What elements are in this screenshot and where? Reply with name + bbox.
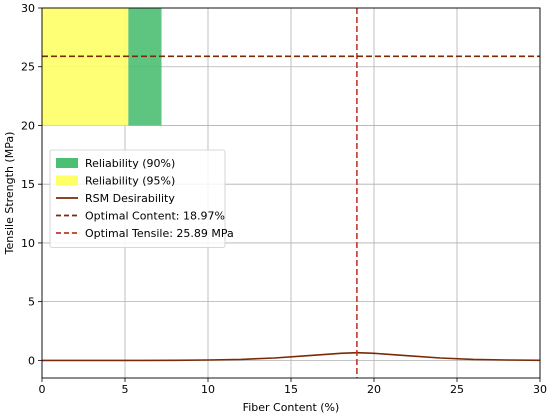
reliability-bands [42, 8, 162, 126]
y-tick-label: 5 [28, 296, 35, 309]
band-reliability-90 [128, 8, 162, 126]
y-tick-label: 25 [21, 61, 35, 74]
legend-label-rsm-desirability: RSM Desirability [85, 192, 175, 205]
series-layer [42, 351, 541, 362]
y-axis-ticks: 0 5 10 15 20 25 30 [21, 2, 42, 367]
legend-label-reliability-90: Reliability (90%) [85, 157, 175, 170]
x-tick-label: 10 [201, 383, 215, 396]
y-axis-label: Tensile Strength (MPa) [3, 132, 16, 256]
legend-box [49, 149, 226, 248]
y-tick-label: 20 [21, 119, 35, 132]
x-axis-ticks: 0 5 10 15 20 25 30 [39, 378, 547, 396]
legend-swatch-reliability-95 [56, 175, 78, 186]
y-tick-label: 15 [21, 178, 35, 191]
legend-swatch-reliability-90 [56, 158, 78, 168]
x-tick-label: 5 [122, 383, 129, 396]
x-tick-label: 30 [533, 383, 547, 396]
band-reliability-95 [42, 8, 129, 126]
reference-lines [42, 8, 540, 378]
y-tick-label: 0 [28, 354, 35, 367]
series-line-rsm-desirability [42, 351, 541, 362]
x-tick-label: 25 [450, 383, 464, 396]
x-tick-label: 15 [284, 383, 298, 396]
x-tick-label: 20 [367, 383, 381, 396]
legend: Reliability (90%) Reliability (95%) RSM De… [49, 149, 234, 248]
legend-label-optimal-content-18-97: Optimal Content: 18.97% [85, 210, 225, 223]
legend-label-optimal-tensile-25-89-mpa: Optimal Tensile: 25.89 MPa [85, 227, 234, 240]
x-tick-label: 0 [39, 383, 46, 396]
legend-label-reliability-95: Reliability (95%) [85, 175, 175, 188]
y-tick-label: 10 [21, 237, 35, 250]
y-tick-label: 30 [21, 2, 35, 15]
x-axis-label: Fiber Content (%) [243, 401, 340, 414]
